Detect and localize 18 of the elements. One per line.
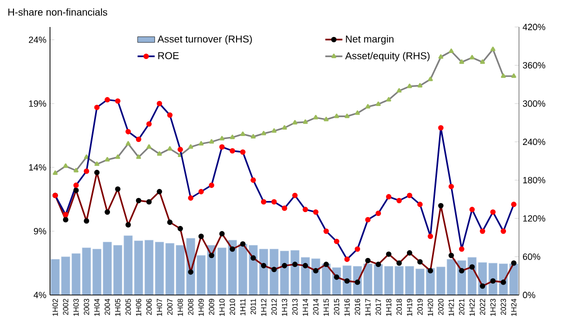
y2-tick-label: 420% bbox=[522, 24, 546, 30]
y2-tick-label: 360% bbox=[522, 62, 546, 68]
y-tick-label: 19% bbox=[29, 100, 46, 107]
legend-label: Asset turnover (RHS) bbox=[157, 35, 252, 45]
y-tick-label: 4% bbox=[34, 292, 46, 298]
y2-tick-label: 0% bbox=[522, 292, 536, 298]
chart-title: H-share non-financials bbox=[8, 8, 108, 16]
y2-tick-label: 60% bbox=[522, 254, 540, 260]
y-tick-label: 14% bbox=[29, 164, 46, 171]
y-tick-label: 24% bbox=[28, 36, 46, 43]
y2-tick-label: 300% bbox=[522, 100, 546, 107]
y-tick-label: 9% bbox=[34, 228, 46, 234]
legend-label: Net margin bbox=[346, 35, 394, 45]
y2-tick-label: 240% bbox=[522, 138, 546, 146]
y2-tick-label: 120% bbox=[523, 215, 546, 222]
legend-label: ROE bbox=[158, 52, 179, 60]
legend-label: Asset/equity (RHS) bbox=[345, 52, 430, 62]
y2-tick-label: 180% bbox=[523, 176, 546, 184]
